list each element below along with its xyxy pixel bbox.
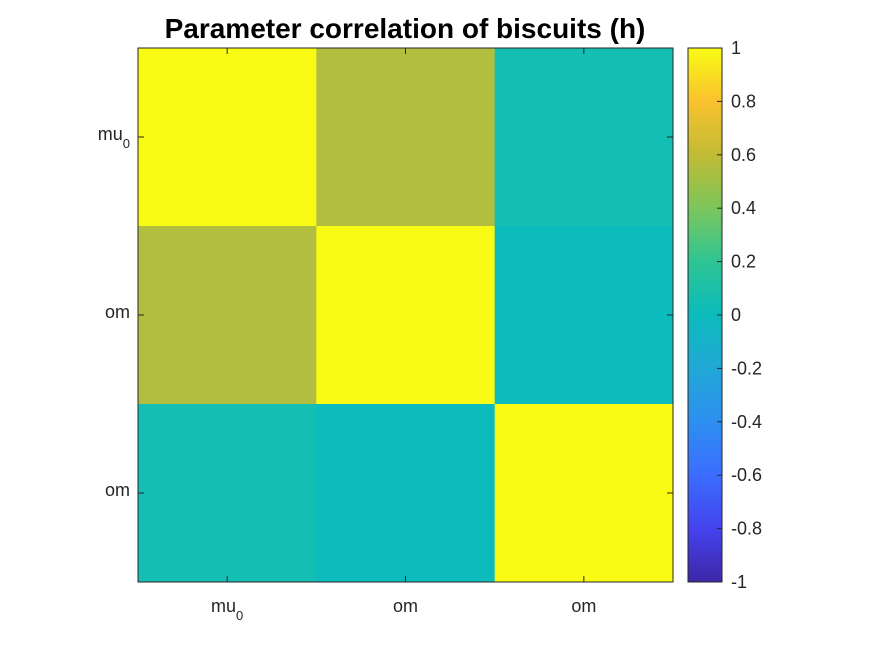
heatmap-cell-r0-c2	[494, 48, 674, 227]
heatmap-cell-r0-c1	[316, 48, 496, 227]
y-tick-label: mu0	[98, 124, 130, 151]
colorbar-tick-label: 0	[731, 305, 741, 325]
colorbar-gradient	[687, 47, 723, 583]
heatmap-cell-r1-c1	[316, 226, 496, 405]
colorbar: 1 0.8 0.6 0.4 0.2 0 -0.2 -0.4 -0.6 -0.8 -1	[687, 38, 762, 592]
heatmap-cell-r0-c0	[138, 48, 317, 227]
colorbar-tick-label: -0.8	[731, 519, 762, 539]
colorbar-tick-label: 1	[731, 38, 741, 58]
chart-title: Parameter correlation of biscuits (h)	[165, 13, 646, 44]
heatmap-cell-r1-c2	[494, 226, 674, 405]
heatmap-plot: mu0 om om mu0 om om	[98, 47, 674, 623]
y-tick-label: om	[105, 302, 130, 322]
heatmap-cell-r1-c0	[138, 226, 317, 405]
colorbar-tick-label: -0.6	[731, 465, 762, 485]
x-tick-label: mu0	[211, 596, 243, 623]
y-tick-label: om	[105, 480, 130, 500]
colorbar-tick-label: -0.4	[731, 412, 762, 432]
heatmap-cell-r2-c1	[316, 404, 496, 583]
x-tick-label: om	[393, 596, 418, 616]
heatmap-cell-r2-c0	[138, 404, 317, 583]
colorbar-tick-label: 0.6	[731, 145, 756, 165]
colorbar-tick-label: 0.8	[731, 91, 756, 111]
colorbar-tick-label: 0.2	[731, 252, 756, 272]
colorbar-tick-label: 0.4	[731, 198, 756, 218]
x-tick-label: om	[571, 596, 596, 616]
heatmap-cell-r2-c2	[494, 404, 674, 583]
colorbar-tick-label: -1	[731, 572, 747, 592]
colorbar-tick-label: -0.2	[731, 358, 762, 378]
